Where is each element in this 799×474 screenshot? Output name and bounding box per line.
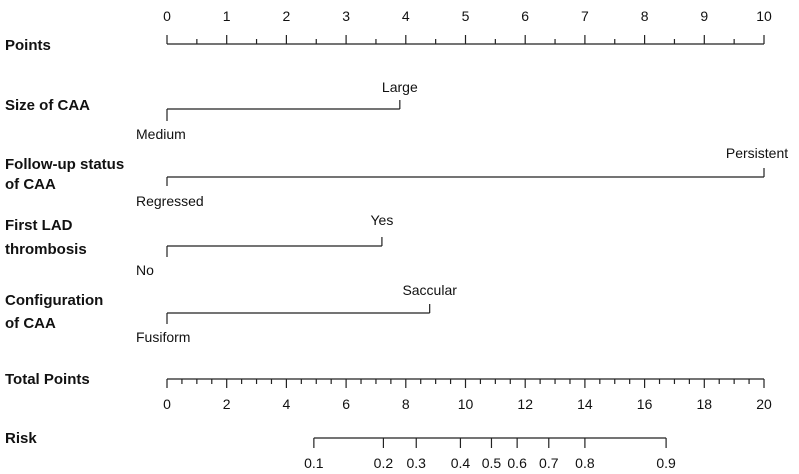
points-tick-label: 10 [756, 8, 772, 24]
predictor-row: Follow-up status of CAA Persistent Regresse… [5, 145, 788, 209]
points-tick-label: 3 [342, 8, 350, 24]
predictor-label: Size of CAA [5, 97, 90, 114]
points-tick-label: 2 [283, 8, 291, 24]
total-points-tick-label: 0 [163, 396, 171, 412]
risk-tick-label: 0.4 [451, 455, 471, 471]
predictor-label: thrombosis [5, 241, 87, 258]
total-points-axis-label: Total Points [5, 371, 90, 388]
risk-tick-label: 0.7 [539, 455, 559, 471]
risk-tick-label: 0.3 [407, 455, 427, 471]
predictor-row: Configuration of CAA Saccular Fusiform [5, 282, 457, 345]
total-points-row: Total Points 0 2 4 6 8 10 12 14 16 18 20 [5, 371, 772, 412]
predictor-level-label: Yes [370, 212, 393, 228]
total-points-tick-label: 4 [283, 396, 291, 412]
predictor-label: Configuration [5, 292, 103, 309]
predictor-label: First LAD [5, 217, 73, 234]
predictor-rows: Size of CAA Large Medium Follow-up status of… [5, 79, 788, 345]
points-axis-label: Points [5, 37, 51, 54]
risk-tick-label: 0.9 [656, 455, 676, 471]
points-row: Points 0 1 2 3 4 5 6 7 8 9 10 [5, 8, 772, 54]
total-points-tick-label: 20 [756, 396, 772, 412]
points-tick-label: 0 [163, 8, 171, 24]
predictor-reference-label: Fusiform [136, 329, 190, 345]
total-points-tick-label: 2 [223, 396, 231, 412]
risk-tick-label: 0.5 [482, 455, 502, 471]
points-tick-label: 7 [581, 8, 589, 24]
predictor-label: Follow-up status [5, 156, 124, 173]
points-tick-label: 8 [641, 8, 649, 24]
predictor-reference-label: No [136, 262, 154, 278]
predictor-label: of CAA [5, 315, 56, 332]
total-points-tick-label: 14 [577, 396, 593, 412]
predictor-level-label: Large [382, 79, 418, 95]
total-points-tick-label: 18 [697, 396, 713, 412]
risk-tick-label: 0.2 [374, 455, 394, 471]
total-points-tick-label: 16 [637, 396, 653, 412]
points-tick-label: 9 [700, 8, 708, 24]
total-points-tick-label: 12 [517, 396, 533, 412]
predictor-reference-label: Medium [136, 126, 186, 142]
predictor-level-label: Persistent [726, 145, 788, 161]
predictor-reference-label: Regressed [136, 193, 204, 209]
risk-tick-label: 0.8 [575, 455, 595, 471]
predictor-row: First LAD thrombosis Yes No [5, 212, 393, 278]
risk-tick-label: 0.1 [304, 455, 324, 471]
total-points-tick-label: 6 [342, 396, 350, 412]
risk-tick-label: 0.6 [507, 455, 527, 471]
predictor-row: Size of CAA Large Medium [5, 79, 418, 142]
points-tick-label: 4 [402, 8, 410, 24]
predictor-level-label: Saccular [402, 282, 457, 298]
points-tick-label: 1 [223, 8, 231, 24]
risk-axis-label: Risk [5, 430, 37, 447]
total-points-tick-label: 8 [402, 396, 410, 412]
predictor-label: of CAA [5, 176, 56, 193]
risk-row: Risk 0.1 0.2 0.3 0.4 0.5 0.6 0.7 0.8 0.9 [5, 430, 676, 471]
total-points-tick-label: 10 [458, 396, 474, 412]
points-tick-label: 6 [521, 8, 529, 24]
points-tick-label: 5 [462, 8, 470, 24]
